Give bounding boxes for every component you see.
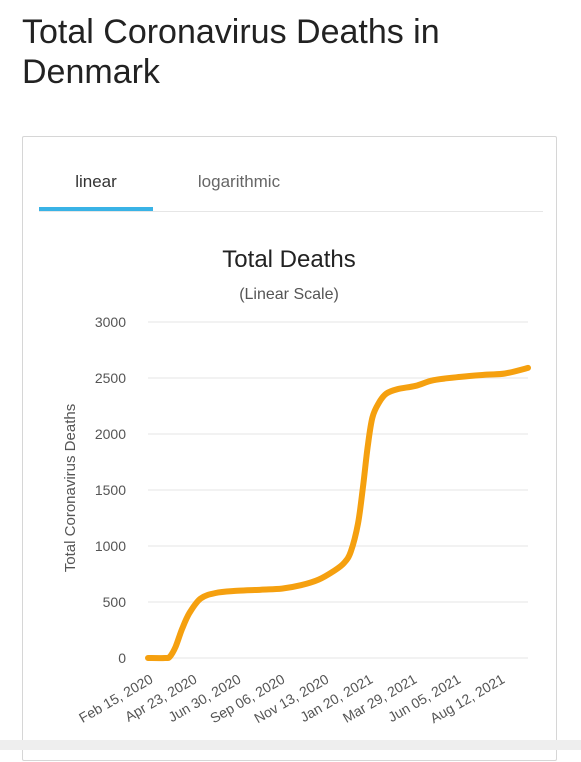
y-tick-label: 2000 <box>95 426 126 442</box>
y-axis-label: Total Coronavirus Deaths <box>62 404 79 572</box>
series-line-total-deaths <box>145 364 531 662</box>
y-axis-ticks: 0 500 1000 1500 2000 2500 3000 <box>95 314 126 666</box>
chart-subtitle: (Linear Scale) <box>239 286 339 303</box>
chart-card: linear logarithmic Total Deaths (Linear … <box>22 136 557 761</box>
y-tick-label: 2500 <box>95 370 126 386</box>
chart-title: Total Deaths <box>222 246 355 273</box>
bottom-bar <box>0 740 581 750</box>
y-tick-label: 1500 <box>95 482 126 498</box>
tab-linear[interactable]: linear <box>39 165 153 211</box>
tab-linear-label: linear <box>75 172 117 191</box>
active-tab-indicator <box>39 207 153 211</box>
y-tick-label: 500 <box>103 594 127 610</box>
gridlines <box>148 321 528 659</box>
line-chart: Total Deaths (Linear Scale) Total Corona… <box>62 246 531 727</box>
tab-logarithmic-label: logarithmic <box>197 172 281 191</box>
y-tick-label: 1000 <box>95 538 126 554</box>
tab-logarithmic[interactable]: logarithmic <box>179 165 299 209</box>
page-title: Total Coronavirus Deaths in Denmark <box>22 13 440 91</box>
y-tick-label: 3000 <box>95 314 126 330</box>
scale-tabs: linear logarithmic <box>39 165 543 212</box>
y-tick-label: 0 <box>118 650 126 666</box>
